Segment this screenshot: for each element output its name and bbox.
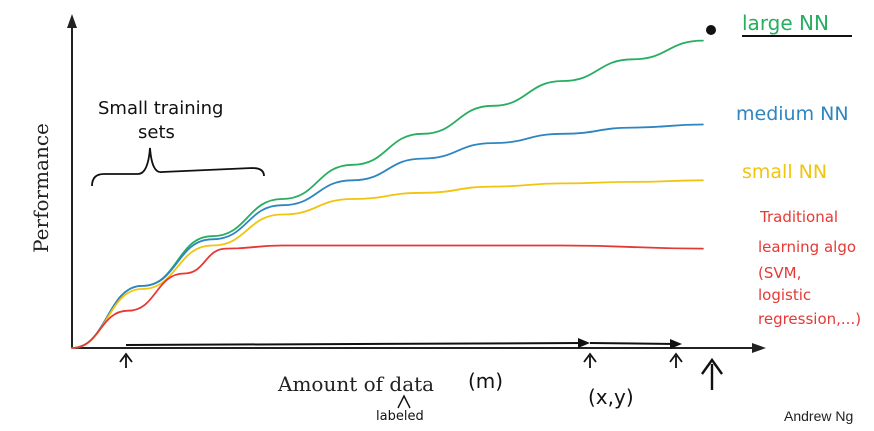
series-line-1 (71, 123, 704, 349)
label-traditional-line4: logistic (758, 286, 811, 304)
y-axis-arrow (67, 14, 77, 28)
x-axis-label: Amount of data (277, 372, 434, 396)
series-line-3 (71, 244, 704, 349)
brace (91, 147, 265, 187)
series-line-2 (71, 179, 704, 349)
annotation-sets: sets (138, 122, 175, 143)
series-line-0 (71, 39, 704, 349)
label-traditional-line1: Traditional (759, 208, 838, 226)
caret-labeled (397, 394, 411, 409)
x-note-labeled: labeled (376, 409, 424, 424)
range-arrowhead (578, 338, 590, 348)
large-nn-endpoint-dot (706, 25, 716, 35)
up-arrow-1 (119, 352, 133, 368)
up-arrow-4 (701, 357, 723, 390)
annotation-small-training: Small training (98, 98, 223, 119)
up-arrow-3 (669, 352, 683, 368)
label-traditional-line2: learning algo (758, 238, 856, 256)
label-traditional-line3: (SVM, (758, 264, 801, 282)
y-axis-label: Performance (29, 123, 53, 253)
x-symbol: (m) (468, 369, 503, 393)
credit: Andrew Ng (784, 408, 853, 424)
label-large-nn: large NN (742, 11, 829, 35)
label-small-nn: small NN (742, 161, 827, 183)
range-line (125, 342, 585, 346)
label-traditional: Traditional learning algo (SVM, logistic… (758, 208, 861, 328)
range-arrowhead-2 (670, 339, 682, 349)
pair-label: (x,y) (588, 385, 634, 409)
up-arrows (119, 352, 723, 390)
label-traditional-line5: regression,...) (758, 310, 861, 328)
x-axis-arrow (752, 343, 766, 353)
label-medium-nn: medium NN (736, 103, 849, 125)
range-line-2 (589, 342, 677, 345)
up-arrow-2 (583, 352, 597, 368)
series-curves (71, 39, 704, 349)
